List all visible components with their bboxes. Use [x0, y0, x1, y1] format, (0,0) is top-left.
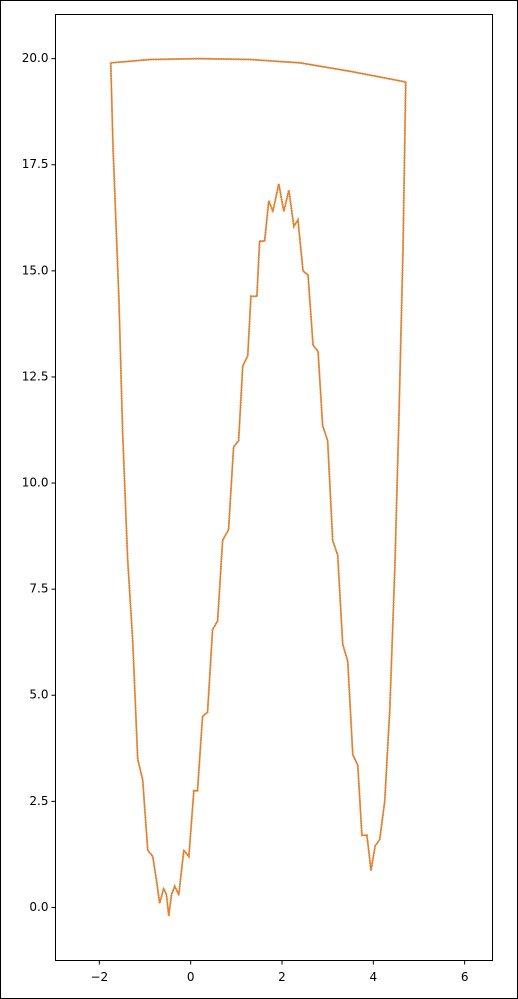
y-tick-label: 0.0: [29, 900, 48, 914]
y-tick-label: 17.5: [22, 157, 49, 171]
x-tick-label: 6: [461, 970, 469, 984]
y-tick-label: 20.0: [22, 51, 49, 65]
y-tick-label: 5.0: [29, 688, 48, 702]
x-tick-label: 2: [278, 970, 286, 984]
y-tick-label: 10.0: [22, 476, 49, 490]
y-tick-label: 12.5: [22, 369, 49, 383]
x-tick-label: 4: [369, 970, 377, 984]
y-tick-label: 7.5: [29, 582, 48, 596]
x-tick-label: 0: [187, 970, 195, 984]
line-underlay: [110, 58, 407, 917]
y-tick-label: 15.0: [22, 263, 49, 277]
x-tick-label: −2: [90, 970, 108, 984]
y-tick-label: 2.5: [29, 794, 48, 808]
plot-area: [55, 14, 493, 961]
